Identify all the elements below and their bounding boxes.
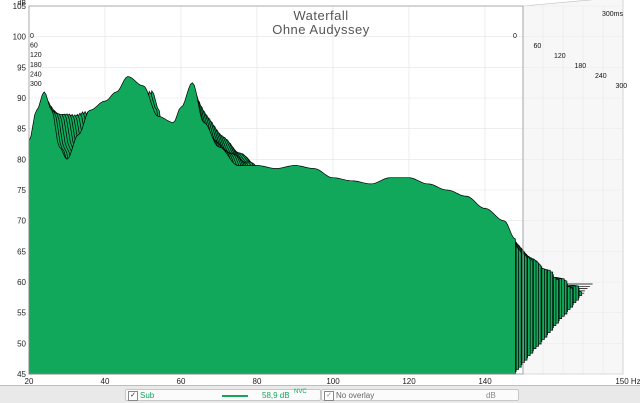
- time-label-right: 120: [554, 53, 566, 60]
- y-tick-label: 60: [17, 278, 26, 287]
- time-max-label: 300ms: [602, 11, 624, 18]
- x-tick-label: 40: [101, 377, 110, 385]
- series-checkbox[interactable]: ✓: [128, 391, 138, 401]
- plot-frame: [28, 5, 524, 375]
- x-tick-label: 100: [326, 377, 340, 385]
- time-label-right: 300: [616, 83, 628, 90]
- time-label-left: 180: [30, 62, 42, 69]
- series-name: Sub: [140, 391, 155, 400]
- y-tick-label: 100: [13, 33, 27, 42]
- y-tick-label: 80: [17, 155, 26, 164]
- time-label-left: 120: [30, 52, 42, 59]
- y-tick-label: 85: [17, 125, 26, 134]
- series-spl-suffix: NVC: [294, 389, 307, 395]
- y-tick-label: 70: [17, 217, 26, 226]
- y-tick-label: 65: [17, 247, 26, 256]
- overlay-checkbox[interactable]: ✓: [324, 391, 334, 401]
- y-tick-label: 50: [17, 339, 26, 348]
- time-label-left: 60: [30, 43, 38, 50]
- legend-bar: ✓ Sub 58,9 dB NVC ✓ No overlay dB: [0, 385, 640, 403]
- y-tick-label: 95: [17, 63, 26, 72]
- time-label-right: 0: [513, 33, 517, 40]
- overlay-entry[interactable]: ✓ No overlay dB: [321, 389, 519, 401]
- x-tick-label: 80: [253, 377, 262, 385]
- x-tick-label: 120: [402, 377, 416, 385]
- overlay-label: No overlay: [336, 391, 375, 400]
- y-tick-label: 45: [17, 370, 26, 379]
- chart-title: Waterfall: [293, 8, 348, 23]
- time-label-right: 60: [534, 43, 542, 50]
- time-label-left: 240: [30, 71, 42, 78]
- waterfall-slice: [28, 76, 516, 375]
- time-label-right: 180: [575, 63, 587, 70]
- time-label-left: 300: [30, 81, 42, 88]
- x-tick-label: 140: [478, 377, 492, 385]
- overlay-unit: dB: [486, 391, 496, 400]
- waterfall-slices: [28, 76, 593, 375]
- time-label-left: 0: [30, 33, 34, 40]
- y-tick-label: 105: [13, 2, 27, 11]
- x-tick-label: 20: [25, 377, 34, 385]
- y-tick-label: 55: [17, 309, 26, 318]
- time-label-right: 240: [595, 73, 607, 80]
- chart-subtitle: Ohne Audyssey: [272, 22, 370, 37]
- series-spl-value: 58,9 dB: [262, 391, 290, 400]
- series-line-swatch: [222, 395, 248, 397]
- y-tick-label: 75: [17, 186, 26, 195]
- y-unit-label: dB: [17, 0, 26, 7]
- x-tick-label-last: 150 Hz: [615, 377, 640, 385]
- x-tick-label: 60: [177, 377, 186, 385]
- series-entry[interactable]: ✓ Sub 58,9 dB NVC: [125, 389, 321, 401]
- y-tick-label: 90: [17, 94, 26, 103]
